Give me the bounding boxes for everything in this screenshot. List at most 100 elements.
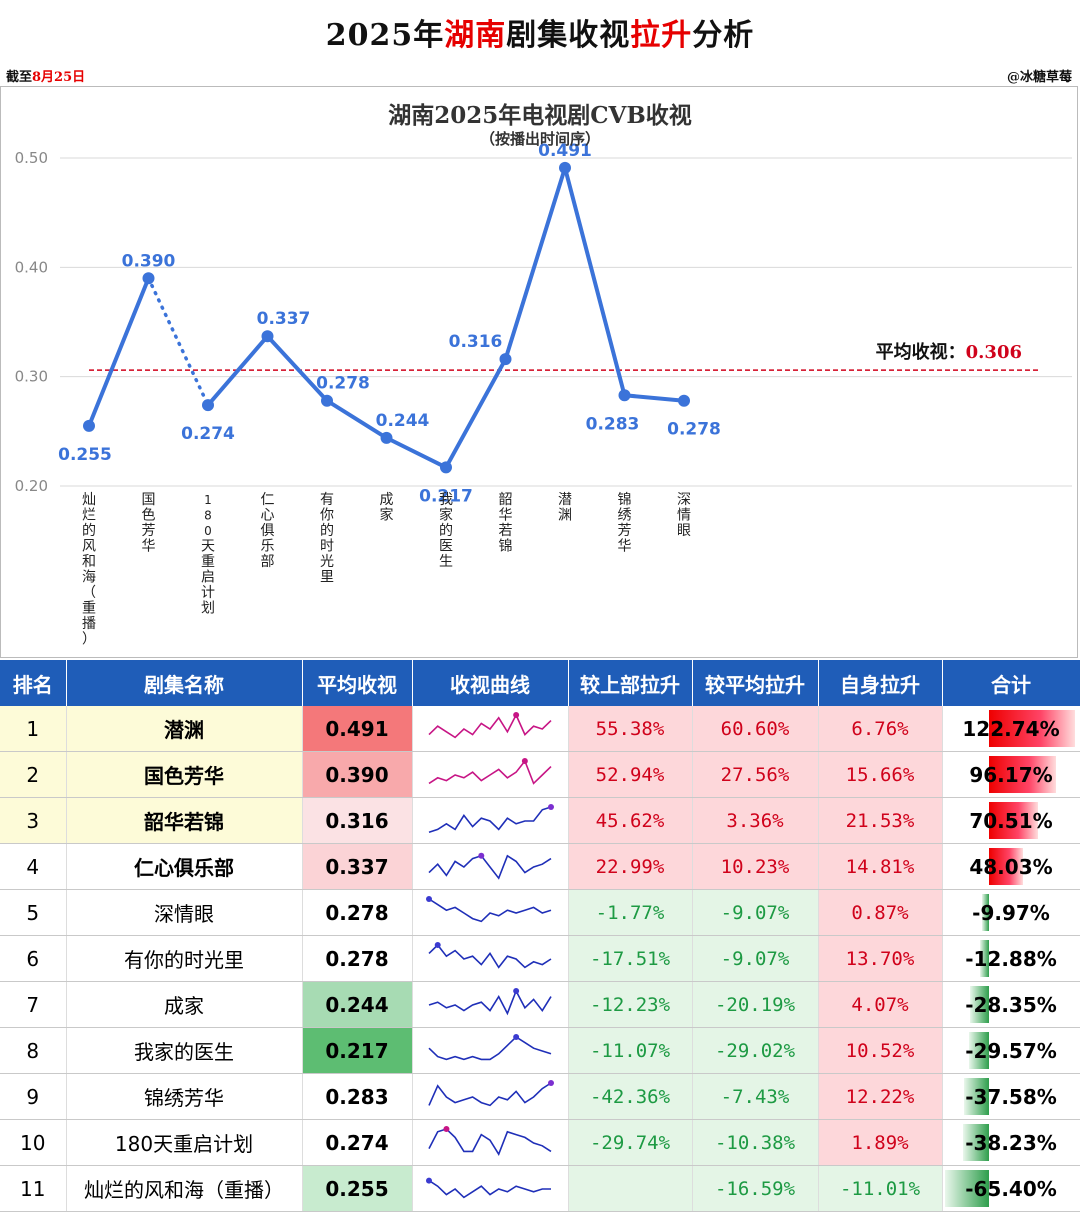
sparkline-path [428, 712, 552, 738]
vs-avg-cell: -16.59% [692, 1165, 819, 1212]
x-tick-label-char: 的 [320, 523, 334, 539]
name-cell: 有你的时光里 [66, 935, 303, 982]
vs-prev-cell: -11.07% [568, 1027, 693, 1074]
vs-prev-cell: -29.74% [568, 1119, 693, 1166]
table-row[interactable]: 9 锦绣芳华 0.283 -42.36% -7.43% 12.22% -37.58% [0, 1073, 1080, 1120]
x-tick-label-char: 锦 [499, 538, 513, 555]
self-cell: 4.07% [818, 981, 943, 1028]
x-tick-label-char: 的 [82, 523, 96, 539]
total-value: -65.40% [965, 1176, 1057, 1201]
vs-avg-cell: 27.56% [692, 751, 819, 798]
sparkline [428, 1033, 552, 1060]
col-header-name[interactable]: 剧集名称 [66, 660, 303, 706]
author-credit: @冰糖草莓 [1006, 70, 1072, 85]
table-row[interactable]: 2 国色芳华 0.390 52.94% 27.56% 15.66% 96.17% [0, 751, 1080, 798]
table-row[interactable]: 5 深情眼 0.278 -1.77% -9.07% 0.87% -9.97% [0, 889, 1080, 936]
col-header-avg[interactable]: 平均收视 [302, 660, 413, 706]
total-value: 70.51% [969, 808, 1053, 833]
total-bar [988, 710, 1075, 747]
col-header-curve[interactable]: 收视曲线 [412, 660, 569, 706]
x-tick-label-char: 色 [142, 507, 156, 524]
total-value: -38.23% [965, 1130, 1057, 1155]
total-value: -37.58% [965, 1084, 1057, 1109]
sparkline-peak [443, 1125, 450, 1132]
curve-cell [412, 889, 569, 936]
total-value: 122.74% [962, 716, 1060, 741]
x-tick-label-char: 俱 [261, 523, 275, 539]
sparkline-peak [513, 987, 520, 994]
curve-cell [412, 1073, 569, 1120]
data-label: 0.390 [122, 251, 176, 271]
total-bar [988, 848, 1023, 885]
name-cell: 成家 [66, 981, 303, 1028]
x-tick-label-char: 华 [499, 508, 513, 524]
x-tick-label-char: 1 [204, 493, 212, 507]
x-tick-label-char: 灿 [82, 492, 96, 508]
sparkline-peak [426, 895, 432, 902]
table-row[interactable]: 7 成家 0.244 -12.23% -20.19% 4.07% -28.35% [0, 981, 1080, 1028]
table-row[interactable]: 4 仁心俱乐部 0.337 22.99% 10.23% 14.81% 48.03% [0, 843, 1080, 890]
vs-avg-cell: -9.07% [692, 889, 819, 936]
col-header-vs-avg[interactable]: 较平均拉升 [692, 660, 819, 706]
sparkline [426, 895, 552, 922]
sparkline [428, 941, 552, 969]
sparkline [428, 1125, 552, 1156]
avg-cell: 0.278 [302, 889, 413, 936]
as-of-date: 截至8月25日 [6, 70, 86, 85]
name-cell: 灿烂的风和海（重播） [66, 1165, 303, 1212]
x-tick-label-char: 里 [320, 570, 334, 586]
x-tick-label-char: 计 [201, 585, 215, 601]
x-tick-label-char: 家 [439, 507, 453, 524]
total-value: -29.57% [965, 1038, 1057, 1063]
chart-frame [0, 86, 1078, 658]
sparkline-peak [513, 1033, 520, 1040]
data-label: 0.255 [58, 445, 112, 465]
series-segment [325, 398, 389, 440]
sparkline-path [428, 1127, 552, 1156]
table-row[interactable]: 1 潜渊 0.491 55.38% 60.60% 6.76% 122.74% [0, 706, 1080, 752]
col-header-vs-prev[interactable]: 较上部拉升 [568, 660, 693, 706]
x-tick-label-char: 划 [201, 601, 215, 617]
y-tick-label: 0.50 [15, 149, 48, 167]
sparkline-path [428, 1035, 552, 1060]
x-tick-label-char: 华 [142, 539, 156, 555]
name-cell: 深情眼 [66, 889, 303, 936]
avg-cell: 0.491 [302, 706, 413, 752]
table-row[interactable]: 8 我家的医生 0.217 -11.07% -29.02% 10.52% -29.57% [0, 1027, 1080, 1074]
name-cell: 180天重启计划 [66, 1119, 303, 1166]
total-bar [981, 894, 989, 931]
x-tick-label-char: 生 [439, 554, 453, 570]
self-cell: 12.22% [818, 1073, 943, 1120]
x-tick-label-char: 重 [82, 601, 96, 617]
x-tick-label-char: 芳 [142, 522, 156, 539]
name-cell: 仁心俱乐部 [66, 843, 303, 890]
x-tick-label-char: 潜 [558, 492, 572, 508]
table-row[interactable]: 3 韶华若锦 0.316 45.62% 3.36% 21.53% 70.51% [0, 797, 1080, 844]
table-row[interactable]: 11 灿烂的风和海（重播） 0.255 -16.59% -11.01% -65.40% [0, 1165, 1080, 1212]
col-header-total[interactable]: 合计 [942, 660, 1080, 706]
x-tick-label-char: 启 [201, 570, 215, 586]
rank-cell: 1 [0, 706, 67, 752]
sparkline-path [428, 805, 552, 833]
series-segment [87, 276, 151, 428]
sparkline [428, 757, 552, 785]
total-bar [963, 1078, 989, 1115]
col-header-rank[interactable]: 排名 [0, 660, 67, 706]
x-tick-label-char: 医 [439, 539, 453, 555]
total-bar [979, 940, 989, 977]
table-row[interactable]: 6 有你的时光里 0.278 -17.51% -9.07% 13.70% -12.88% [0, 935, 1080, 982]
x-tick-label-char: 眼 [677, 523, 691, 539]
table-row[interactable]: 10 180天重启计划 0.274 -29.74% -10.38% 1.89% -38.23… [0, 1119, 1080, 1166]
total-value: 96.17% [969, 762, 1053, 787]
total-cell: -28.35% [942, 981, 1080, 1028]
total-bar [962, 1124, 989, 1161]
curve-cell [412, 843, 569, 890]
x-tick-label-char: 渊 [558, 508, 572, 524]
sparkline-peak [521, 757, 528, 764]
vs-avg-cell: 10.23% [692, 843, 819, 890]
vs-avg-cell: -7.43% [692, 1073, 819, 1120]
vs-avg-cell: 3.36% [692, 797, 819, 844]
x-tick-label-char: 锦 [618, 491, 632, 508]
self-cell: 1.89% [818, 1119, 943, 1166]
col-header-self[interactable]: 自身拉升 [818, 660, 943, 706]
